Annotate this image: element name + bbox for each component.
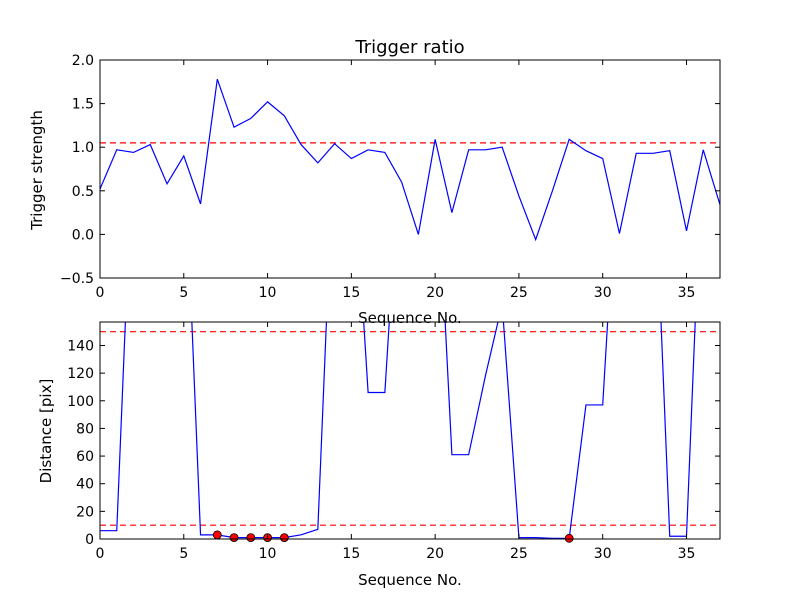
data-layer <box>100 78 720 242</box>
data-point-marker <box>279 533 289 543</box>
x-tick-label: 35 <box>678 546 696 562</box>
series-line <box>100 322 696 539</box>
y-tick-label: 0.5 <box>72 184 94 200</box>
x-tick-label: 25 <box>510 285 528 301</box>
y-tick-label: 20 <box>76 504 94 520</box>
distance-chart: Sequence No. Distance [pix] 0 5 10 15 20 25 30… <box>37 321 721 589</box>
x-tick-label: 20 <box>426 546 444 562</box>
x-axis-label: Sequence No. <box>358 571 462 589</box>
x-tick-label: 15 <box>342 546 360 562</box>
y-tick-label: 1.5 <box>72 97 94 113</box>
x-tick-label: 5 <box>179 546 188 562</box>
data-layer <box>100 322 720 539</box>
x-tick-label: 0 <box>96 285 105 301</box>
x-tick-label: 35 <box>678 285 696 301</box>
y-tick-label: 0.0 <box>72 227 94 243</box>
y-tick-label: 120 <box>67 366 94 382</box>
chart-title: Trigger ratio <box>354 37 464 58</box>
x-tick-label: 0 <box>96 546 105 562</box>
x-tick-label: 30 <box>594 546 612 562</box>
x-tick-label: 30 <box>594 285 612 301</box>
x-tick-label: 10 <box>259 546 277 562</box>
x-tick-label: 5 <box>179 285 188 301</box>
top-plot-area: 0 5 10 15 20 25 30 35 −0.5 0.0 0.5 1.0 1.5 2.0 <box>60 53 721 301</box>
x-axis-label: Sequence No. <box>358 309 462 327</box>
data-point-marker <box>229 533 239 543</box>
data-point-marker <box>246 533 256 543</box>
trigger-ratio-chart: Trigger ratio Sequence No. Trigger stren… <box>28 37 721 327</box>
x-tick-label: 25 <box>510 546 528 562</box>
bottom-plot-area: 0 5 10 15 20 25 30 35 0 20 40 60 80 100 120 140 <box>67 321 721 562</box>
axes-frame <box>99 321 721 540</box>
y-tick-label: 0 <box>85 532 94 548</box>
y-tick-label: 100 <box>67 394 94 410</box>
y-axis-label: Trigger strength <box>28 110 46 231</box>
y-tick-label: 2.0 <box>72 53 94 69</box>
data-point-marker <box>212 530 222 540</box>
y-tick-label: 140 <box>67 338 94 354</box>
y-tick-label: −0.5 <box>60 271 94 287</box>
x-tick-label: 10 <box>259 285 277 301</box>
axes-frame <box>99 59 721 279</box>
x-tick-label: 15 <box>342 285 360 301</box>
y-tick-label: 1.0 <box>72 140 94 156</box>
series-line <box>100 78 720 242</box>
y-tick-label: 40 <box>76 477 94 493</box>
x-tick-label: 20 <box>426 285 444 301</box>
y-axis-label: Distance [pix] <box>37 379 55 484</box>
y-tick-label: 80 <box>76 421 94 437</box>
data-point-marker <box>564 533 574 543</box>
y-tick-label: 60 <box>76 449 94 465</box>
